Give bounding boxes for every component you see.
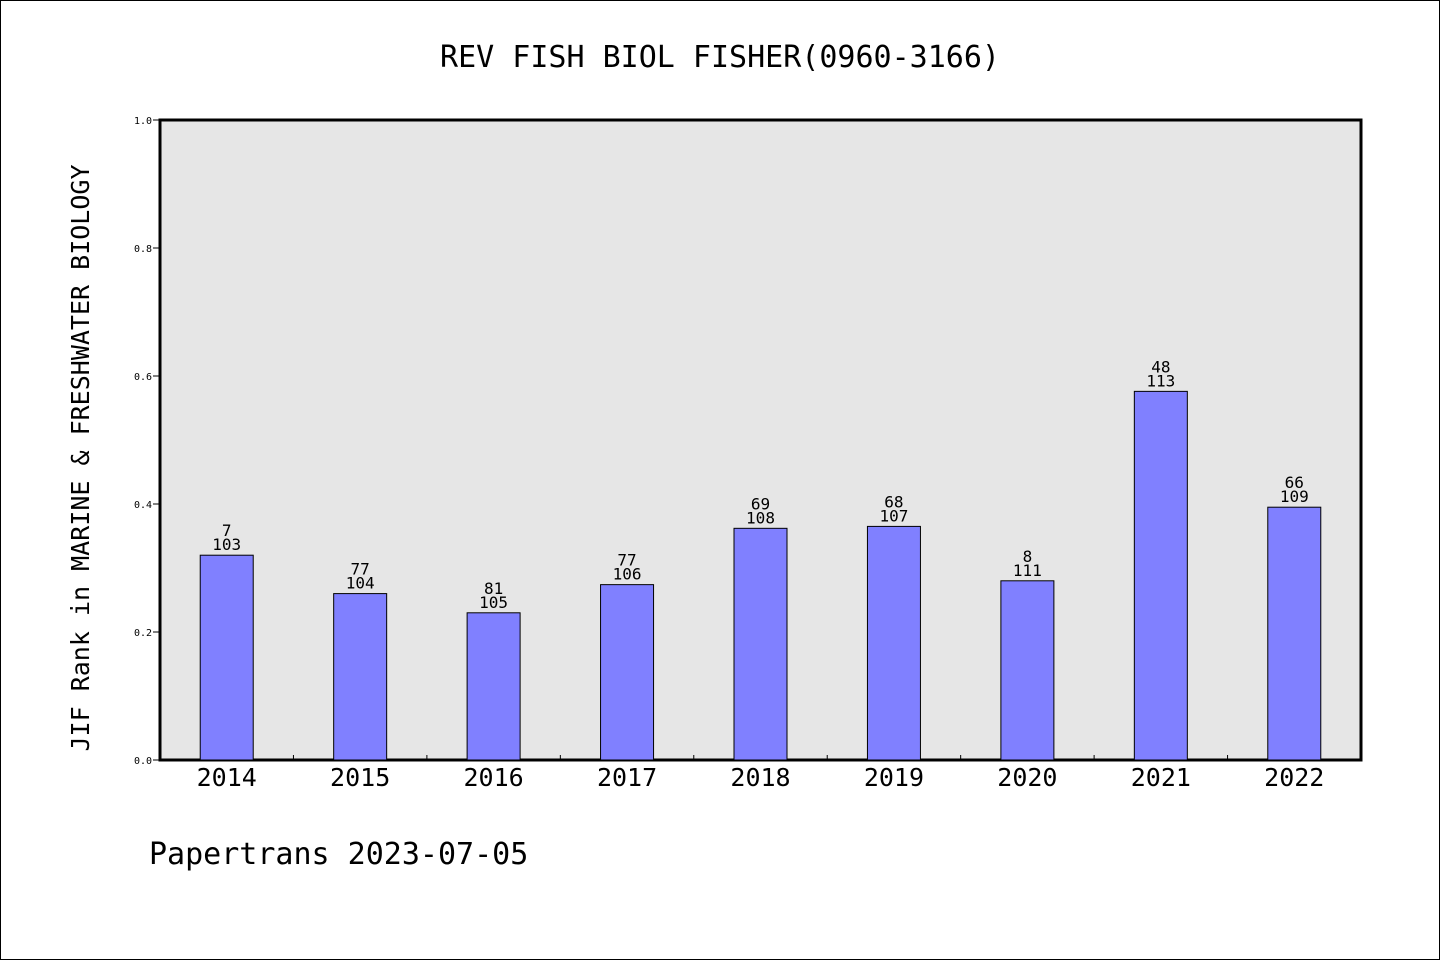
total-label: 106 [613, 565, 642, 584]
total-label: 104 [346, 574, 375, 593]
bar [466, 612, 521, 761]
bars [199, 390, 1322, 761]
bar [1133, 390, 1188, 761]
x-axis-ticks: 2014 2015 2016 2017 2018 2019 2020 2021 2022 [197, 755, 1324, 792]
rank-label: 81 [484, 579, 503, 598]
y-axis-label: JIF Rank in MARINE & FRESHWATER BIOLOGY [66, 165, 95, 752]
rank-label: 8 [1023, 547, 1033, 566]
y-tick-label: 0.0 [134, 756, 152, 767]
total-label: 109 [1280, 487, 1309, 506]
y-tick-label: 0.4 [134, 500, 152, 511]
total-label: 108 [746, 508, 775, 527]
bar [1000, 580, 1055, 761]
bar [733, 527, 788, 761]
x-tick-label: 2022 [1264, 763, 1324, 792]
total-label: 113 [1146, 371, 1175, 390]
bar [866, 525, 921, 761]
bar [600, 584, 655, 761]
x-tick-label: 2021 [1131, 763, 1191, 792]
chart-title: REV FISH BIOL FISHER(0960-3166) [440, 40, 1000, 75]
rank-label: 68 [884, 492, 903, 511]
total-label: 105 [479, 593, 508, 612]
total-label: 103 [212, 535, 241, 554]
x-tick-label: 2019 [864, 763, 924, 792]
y-tick-label: 1.0 [134, 116, 152, 127]
y-tick-label: 0.6 [134, 372, 152, 383]
x-tick-label: 2015 [330, 763, 390, 792]
x-tick-label: 2016 [464, 763, 524, 792]
rank-label: 77 [351, 560, 370, 579]
bar [199, 554, 254, 761]
y-axis-ticks: 0.0 0.2 0.4 0.6 0.8 1.0 [134, 116, 160, 767]
y-tick-label: 0.2 [134, 628, 152, 639]
footer-text: Papertrans 2023-07-05 [149, 837, 528, 872]
rank-label: 77 [617, 551, 636, 570]
bar [333, 593, 388, 761]
total-label: 111 [1013, 561, 1042, 580]
x-tick-label: 2020 [997, 763, 1057, 792]
x-tick-label: 2014 [197, 763, 257, 792]
rank-label: 69 [751, 494, 770, 513]
rank-label: 7 [222, 521, 232, 540]
x-tick-label: 2018 [730, 763, 790, 792]
bar [1267, 506, 1322, 761]
rank-label: 66 [1285, 473, 1304, 492]
y-tick-label: 0.8 [134, 244, 152, 255]
rank-label: 48 [1151, 357, 1170, 376]
x-tick-label: 2017 [597, 763, 657, 792]
total-label: 107 [879, 506, 908, 525]
